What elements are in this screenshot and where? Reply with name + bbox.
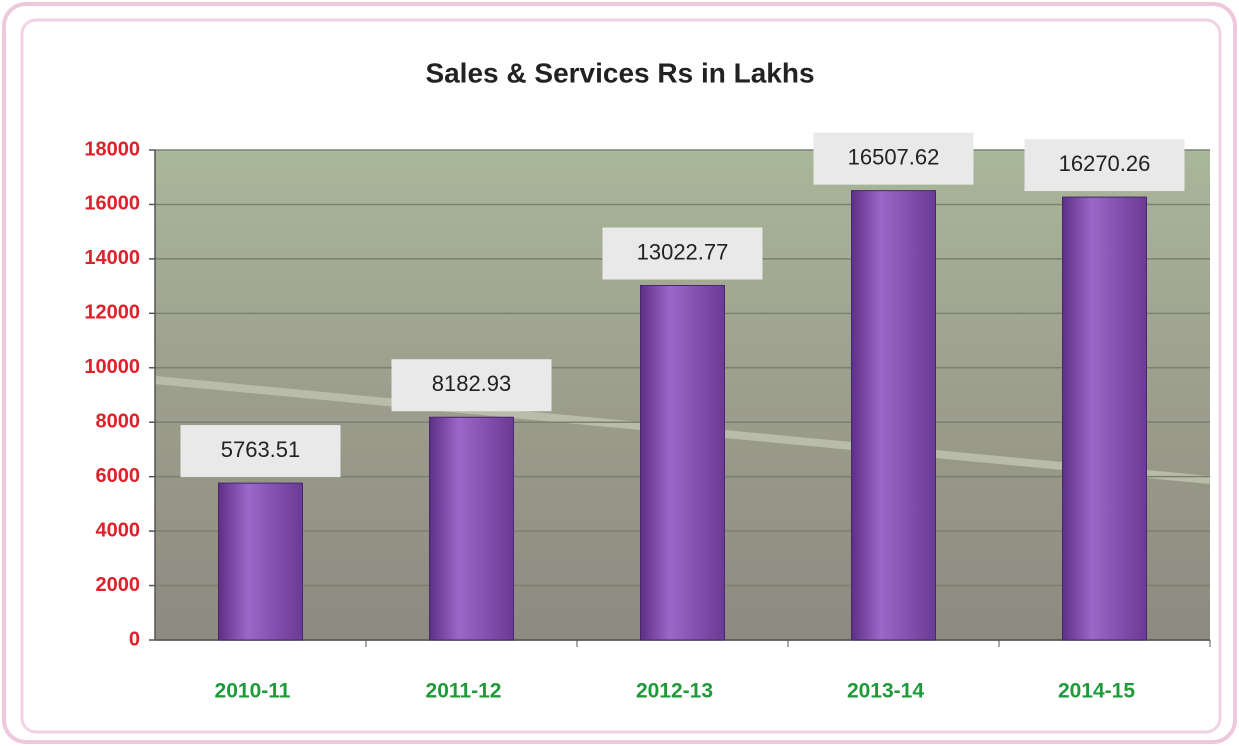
data-label: 16507.62 bbox=[848, 144, 940, 169]
y-tick-label: 16000 bbox=[84, 193, 140, 215]
data-label: 13022.77 bbox=[637, 239, 729, 264]
bar bbox=[1062, 196, 1147, 641]
data-label-box bbox=[180, 425, 341, 478]
data-label-box bbox=[391, 359, 552, 412]
y-tick-label: 12000 bbox=[84, 302, 140, 324]
x-tick-label: 2014-15 bbox=[1058, 680, 1135, 703]
x-tick-label: 2012-13 bbox=[636, 680, 713, 703]
bar bbox=[640, 284, 725, 641]
y-tick-label: 14000 bbox=[84, 247, 140, 269]
chart-title: Sales & Services Rs in Lakhs bbox=[425, 57, 814, 88]
y-tick-label: 8000 bbox=[96, 411, 141, 433]
y-tick-label: 0 bbox=[129, 628, 140, 650]
y-tick-label: 18000 bbox=[84, 138, 140, 160]
bar bbox=[218, 482, 303, 641]
x-tick-label: 2013-14 bbox=[847, 680, 924, 703]
data-label-box bbox=[602, 227, 763, 280]
y-tick-label: 2000 bbox=[96, 574, 141, 596]
y-tick-label: 4000 bbox=[96, 519, 141, 541]
y-tick-label: 6000 bbox=[96, 465, 141, 487]
data-label: 5763.51 bbox=[221, 437, 301, 462]
x-tick-label: 2011-12 bbox=[426, 680, 502, 703]
data-label-box bbox=[813, 132, 974, 185]
bar bbox=[851, 190, 936, 641]
data-label: 16270.26 bbox=[1059, 151, 1151, 176]
data-label-box bbox=[1024, 139, 1185, 192]
y-tick-label: 10000 bbox=[84, 356, 140, 378]
data-label: 8182.93 bbox=[432, 371, 512, 396]
x-tick-label: 2010-11 bbox=[215, 680, 291, 703]
bar bbox=[429, 416, 514, 641]
